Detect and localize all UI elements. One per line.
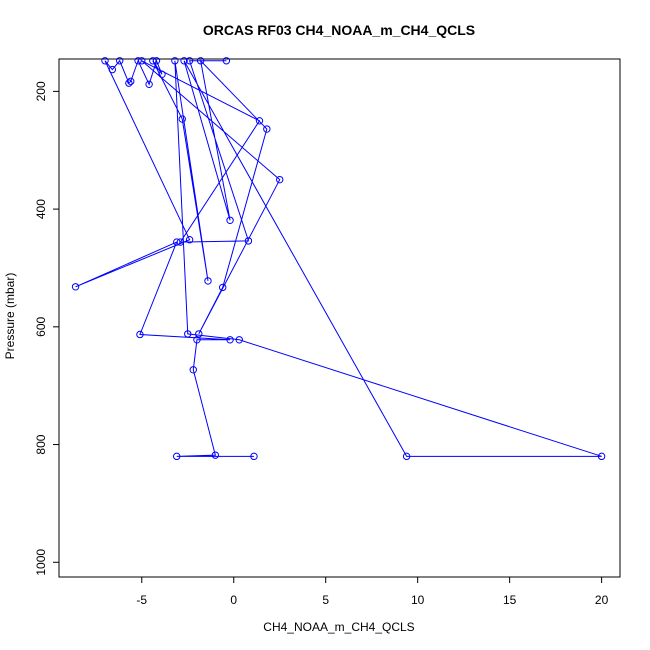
data-point (127, 77, 135, 86)
data-point (180, 57, 188, 65)
data-point (134, 57, 142, 65)
series-line (75, 59, 602, 457)
data-point (173, 452, 181, 461)
x-tick-label: 0 (230, 593, 237, 607)
series-layer (71, 57, 606, 461)
y-tick-label: 200 (34, 81, 48, 101)
data-point (211, 451, 220, 459)
x-tick-label: 5 (322, 593, 329, 607)
data-point (222, 57, 231, 65)
x-tick-label: 15 (503, 593, 517, 607)
x-tick-label: -5 (136, 593, 147, 607)
data-point (108, 65, 117, 74)
data-point (402, 452, 411, 461)
data-point (136, 330, 144, 339)
data-point (250, 452, 258, 461)
data-point (226, 336, 234, 344)
data-point (196, 57, 205, 65)
plot-frame (58, 58, 621, 578)
y-axis: 200 400 600 800 1000 (34, 81, 60, 576)
data-point (244, 237, 253, 245)
data-point (115, 57, 124, 65)
y-tick-label: 600 (34, 316, 48, 336)
data-point (263, 125, 271, 133)
data-point (145, 80, 153, 89)
data-point (138, 57, 146, 65)
data-point (255, 117, 264, 125)
x-tick-label: 20 (595, 593, 609, 607)
x-tick-label: 10 (411, 593, 425, 607)
data-point (173, 238, 181, 246)
data-point (71, 283, 80, 291)
data-point (158, 70, 166, 79)
data-point (226, 216, 234, 224)
y-axis-label: Pressure (mbar) (3, 273, 17, 360)
data-point (235, 336, 243, 344)
data-point (276, 175, 284, 184)
data-point (184, 330, 192, 338)
x-axis-label: CH4_NOAA_m_CH4_QCLS (263, 620, 414, 634)
data-point (185, 236, 194, 244)
chart-title: ORCAS RF03 CH4_NOAA_m_CH4_QCLS (203, 22, 475, 38)
data-point (219, 283, 227, 292)
data-point (185, 57, 194, 65)
y-tick-label: 1000 (34, 549, 48, 576)
y-tick-label: 400 (34, 199, 48, 219)
data-point (178, 115, 186, 123)
data-point (176, 238, 185, 246)
data-point (152, 57, 161, 65)
data-point (149, 57, 157, 65)
data-point (195, 330, 203, 338)
data-point (101, 57, 109, 65)
x-axis: -5 0 5 10 15 20 (136, 576, 609, 607)
data-point (189, 366, 197, 374)
data-point (204, 277, 212, 285)
data-point (171, 57, 179, 65)
data-point (597, 452, 606, 461)
data-point (125, 79, 133, 87)
y-tick-label: 800 (34, 434, 48, 454)
